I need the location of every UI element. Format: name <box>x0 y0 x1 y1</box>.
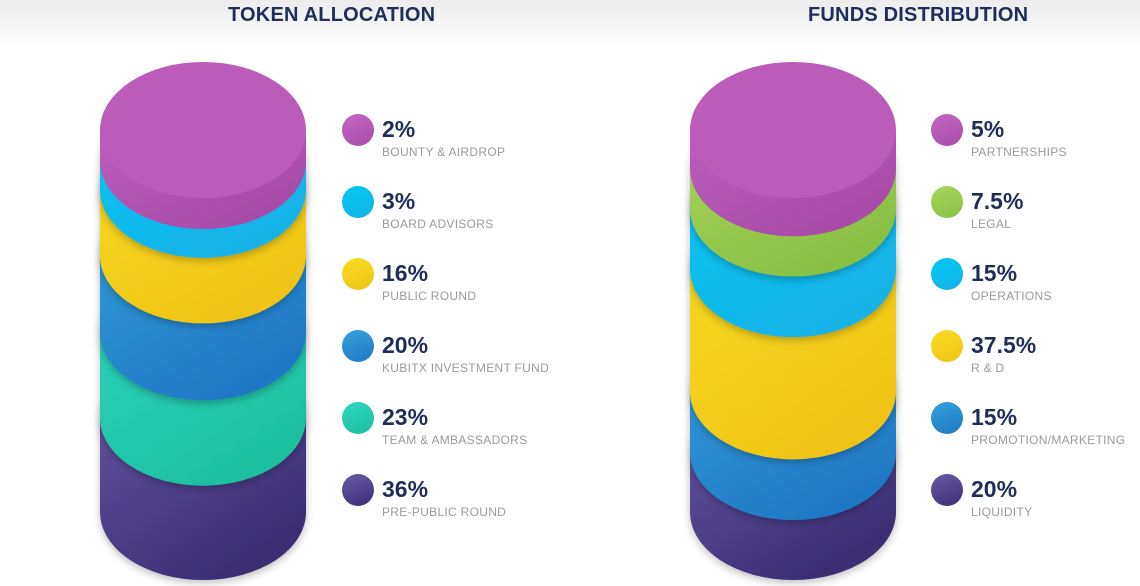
legend-label: LEGAL <box>971 217 1012 231</box>
legend-label: PROMOTION/MARKETING <box>971 433 1126 447</box>
cylinder-segment <box>690 62 896 237</box>
token-allocation-title: TOKEN ALLOCATION <box>228 4 436 26</box>
legend-label: BOARD ADVISORS <box>382 217 494 231</box>
legend-percent: 7.5% <box>971 188 1024 214</box>
legend-dot-icon <box>931 114 963 146</box>
cylinder-segment-top <box>100 62 306 198</box>
funds-distribution-title: FUNDS DISTRIBUTION <box>808 4 1029 26</box>
legend-label: LIQUIDITY <box>971 505 1033 519</box>
legend-dot-icon <box>342 402 374 434</box>
cylinder-segment-top <box>690 62 896 198</box>
token-allocation-cylinder <box>100 62 306 580</box>
legend-dot-icon <box>931 330 963 362</box>
legend-label: OPERATIONS <box>971 289 1052 303</box>
legend-dot-icon <box>931 474 963 506</box>
legend-percent: 36% <box>382 476 429 502</box>
legend-percent: 20% <box>971 476 1018 502</box>
legend-dot-icon <box>931 402 963 434</box>
legend-label: KUBITX INVESTMENT FUND <box>382 361 550 375</box>
legend-label: BOUNTY & AIRDROP <box>382 145 506 159</box>
legend-percent: 2% <box>382 116 416 142</box>
legend-label: PARTNERSHIPS <box>971 145 1067 159</box>
cylinder-segment <box>100 62 306 230</box>
legend-percent: 15% <box>971 404 1018 430</box>
legend-percent: 20% <box>382 332 429 358</box>
legend-percent: 5% <box>971 116 1005 142</box>
funds-distribution-cylinder <box>690 62 896 580</box>
legend-label: PRE-PUBLIC ROUND <box>382 505 507 519</box>
legend-label: R & D <box>971 361 1005 375</box>
legend-percent: 37.5% <box>971 332 1037 358</box>
legend-percent: 23% <box>382 404 429 430</box>
legend-dot-icon <box>931 186 963 218</box>
legend-percent: 15% <box>971 260 1018 286</box>
legend-dot-icon <box>342 186 374 218</box>
legend-label: TEAM & AMBASSADORS <box>382 433 528 447</box>
legend-dot-icon <box>342 474 374 506</box>
legend-percent: 16% <box>382 260 429 286</box>
legend-dot-icon <box>342 258 374 290</box>
legend-percent: 3% <box>382 188 416 214</box>
legend-dot-icon <box>342 114 374 146</box>
legend-label: PUBLIC ROUND <box>382 289 477 303</box>
legend-dot-icon <box>342 330 374 362</box>
legend-dot-icon <box>931 258 963 290</box>
